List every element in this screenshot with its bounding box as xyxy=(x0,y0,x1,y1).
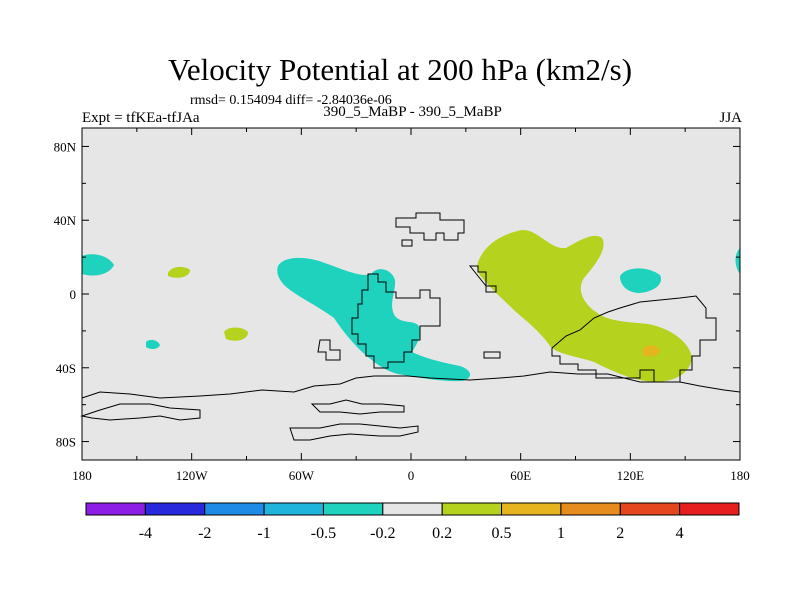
colorbar-box-1 xyxy=(144,502,206,516)
x-tick-label-0: 180 xyxy=(72,468,92,483)
region-negative-south-pacific xyxy=(146,339,160,350)
colorbar-label-2: -1 xyxy=(257,525,270,542)
coastline-europe xyxy=(395,212,465,241)
colorbar-label-9: 4 xyxy=(676,525,684,542)
colorbar-label-8: 2 xyxy=(616,525,624,542)
axes: 180 120W 60W 0 60E 120E 180 80N 40N 0 40S 80S xyxy=(54,128,750,483)
coastlines xyxy=(80,212,741,441)
colorbar-label-0: -4 xyxy=(139,525,152,542)
colorbar-label-1: -2 xyxy=(198,525,211,542)
colorbar-label-7: 1 xyxy=(557,525,565,542)
colorbar-label-4: -0.2 xyxy=(370,525,395,542)
colorbar-box-9 xyxy=(619,502,681,516)
coastline-maritime xyxy=(551,295,717,383)
y-tick-label-2: 0 xyxy=(70,287,77,302)
coastline-antarctica xyxy=(81,371,741,399)
x-tick-label-6: 180 xyxy=(730,468,750,483)
colorbar-box-7 xyxy=(501,502,562,516)
region-negative-pacific-west xyxy=(82,254,114,276)
colorbar-box-10 xyxy=(679,502,740,516)
season-label: JJA xyxy=(719,110,742,126)
chart-title: Velocity Potential at 200 hPa (km2/s) xyxy=(167,52,633,87)
x-tick-label-2: 60W xyxy=(289,468,315,483)
colorbar: -4 -2 -1 -0.5 -0.2 0.2 0.5 1 2 4 xyxy=(85,502,740,542)
colorbar-box-8 xyxy=(560,502,621,516)
region-positive-pacific-south xyxy=(224,327,248,341)
x-tick-label-4: 60E xyxy=(510,468,531,483)
colorbar-box-3 xyxy=(263,502,324,516)
y-tick-label-0: 80N xyxy=(54,139,77,154)
x-tick-label-5: 120E xyxy=(617,468,645,483)
y-tick-label-4: 80S xyxy=(56,435,76,450)
colorbar-label-5: 0.2 xyxy=(432,525,452,542)
coastline-ross xyxy=(289,423,419,441)
region-positive-pacific-north xyxy=(168,266,190,278)
region-negative-atlantic xyxy=(277,257,471,382)
colorbar-label-6: 0.5 xyxy=(492,525,512,542)
coastline-islands xyxy=(483,351,501,359)
coastline-ice-shelf xyxy=(80,403,201,421)
coastline-weddell xyxy=(310,399,405,415)
coastline-small-island xyxy=(401,239,413,247)
y-tick-label-3: 40S xyxy=(56,361,76,376)
stats-line: rmsd= 0.154094 diff= -2.84036e-06 xyxy=(190,93,392,108)
coastline-africa xyxy=(351,273,441,369)
colorbar-box-2 xyxy=(204,502,265,516)
region-negative-dateline xyxy=(735,248,740,274)
y-tick-label-1: 40N xyxy=(54,213,77,228)
coastline-arabia xyxy=(468,265,497,293)
colorbar-box-6 xyxy=(441,502,503,516)
region-negative-west-pacific xyxy=(620,268,662,293)
case-label: 390_5_MaBP - 390_5_MaBP xyxy=(323,104,502,120)
colorbar-box-4 xyxy=(322,502,384,516)
experiment-label: Expt = tfKEa-tfJAa xyxy=(82,110,200,126)
anomaly-regions xyxy=(82,229,740,382)
map-background xyxy=(82,128,740,460)
colorbar-label-3: -0.5 xyxy=(311,525,336,542)
region-positive-asia-indian xyxy=(477,229,692,382)
x-tick-label-1: 120W xyxy=(176,468,209,483)
colorbar-box-5 xyxy=(382,502,443,516)
x-tick-label-3: 0 xyxy=(408,468,415,483)
coastline-south-atlantic xyxy=(317,339,341,361)
region-positive-strong xyxy=(642,345,660,357)
colorbar-box-0 xyxy=(85,502,146,516)
